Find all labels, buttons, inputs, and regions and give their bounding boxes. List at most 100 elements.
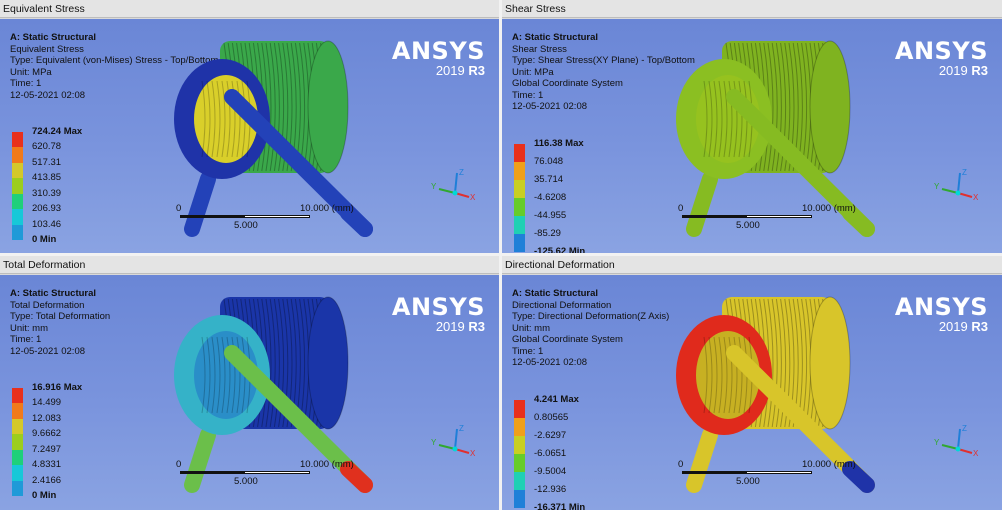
- spring-model[interactable]: [160, 19, 400, 253]
- info-line: Time: 1: [512, 345, 544, 357]
- legend-swatch: [514, 216, 525, 234]
- axis-triad-icon[interactable]: Z X Y: [429, 167, 477, 207]
- legend-swatch: [12, 418, 23, 435]
- color-legend[interactable]: 724.24 Max 620.78 517.31 413.85 310.39 206.93…: [12, 127, 102, 245]
- version-year: 2019: [435, 319, 465, 334]
- legend-swatch: [514, 162, 525, 180]
- legend-min: -125.62 Min: [534, 246, 586, 254]
- legend-max: 116.38 Max: [534, 138, 584, 149]
- scale-start: 0: [176, 203, 182, 214]
- svg-text:Z: Z: [962, 168, 967, 177]
- result-panel[interactable]: Directional Deformation A: Static Structu…: [502, 256, 1002, 510]
- legend-min: 0 Min: [32, 234, 57, 245]
- legend-swatch: [12, 209, 23, 225]
- legend-value: 206.93: [32, 203, 62, 215]
- scale-mid: 5.000: [736, 220, 760, 231]
- info-line: A: Static Structural: [10, 32, 97, 43]
- legend-swatch: [12, 147, 23, 163]
- spring-model[interactable]: [662, 275, 902, 509]
- legend-value: 103.46: [32, 218, 62, 230]
- legend-value: -44.955: [534, 210, 567, 221]
- scale-end: 10.000 (mm): [300, 459, 354, 470]
- axis-triad-icon[interactable]: Z X Y: [932, 167, 980, 207]
- scale-mid: 5.000: [234, 220, 258, 231]
- panel-title[interactable]: Total Deformation: [0, 256, 499, 274]
- scale-end: 10.000 (mm): [802, 459, 856, 470]
- legend-value: 12.083: [32, 412, 62, 424]
- color-legend[interactable]: 116.38 Max 76.048 35.714 -4.6208 -44.955 -85.…: [514, 139, 604, 254]
- spring-leg: [686, 171, 718, 237]
- legend-swatch: [514, 454, 525, 472]
- graphics-viewport[interactable]: A: Static Structural Total Deformation Typ…: [0, 275, 499, 510]
- svg-text:Y: Y: [431, 438, 437, 447]
- result-panel[interactable]: Total Deformation A: Static Structural Tot…: [0, 256, 499, 510]
- panel-title[interactable]: Directional Deformation: [502, 256, 1002, 274]
- spring-model[interactable]: [160, 275, 400, 509]
- scale-end: 10.000 (mm): [802, 203, 856, 214]
- info-line: Shear Stress: [512, 43, 567, 55]
- result-info: A: Static Structural Equivalent Stress Typ…: [10, 32, 218, 101]
- graphics-viewport[interactable]: A: Static Structural Equivalent Stress Typ…: [0, 19, 499, 253]
- result-panel[interactable]: Equivalent Stress A: Static Structural Equ…: [0, 0, 499, 253]
- info-line: Global Coordinate System: [512, 78, 623, 89]
- info-line: Unit: MPa: [10, 66, 52, 78]
- result-panel[interactable]: Shear Stress A: Static Structural Shear St…: [502, 0, 1002, 253]
- spring-leg: [184, 427, 216, 493]
- spring-model[interactable]: [662, 19, 902, 253]
- scale-start: 0: [678, 203, 684, 214]
- legend-swatch: [12, 465, 23, 481]
- scale-mid: 5.000: [234, 476, 258, 487]
- spring-leg: [686, 427, 718, 493]
- panel-title[interactable]: Equivalent Stress: [0, 0, 499, 18]
- svg-text:Z: Z: [962, 424, 967, 433]
- legend-swatch: [514, 418, 525, 436]
- legend-swatch: [12, 178, 23, 194]
- legend-max: 16.916 Max: [32, 382, 83, 393]
- info-line: Directional Deformation: [512, 299, 612, 311]
- panel-title[interactable]: Shear Stress: [502, 0, 1002, 18]
- legend-value: -2.6297: [534, 430, 567, 441]
- info-line: Global Coordinate System: [512, 334, 623, 345]
- info-line: 12-05-2021 02:08: [512, 101, 588, 112]
- legend-swatch: [514, 198, 525, 216]
- legend-value: -9.5004: [534, 466, 567, 477]
- svg-text:X: X: [470, 449, 476, 458]
- legend-swatch: [514, 436, 525, 454]
- legend-swatch: [12, 162, 23, 179]
- coil-far-end: [809, 40, 851, 174]
- brand-logo: ANSYS: [894, 37, 988, 65]
- info-line: Unit: MPa: [512, 66, 554, 78]
- rod-tip: [842, 461, 875, 493]
- rod-tip: [340, 461, 373, 493]
- axis-triad-icon[interactable]: Z X Y: [429, 423, 477, 463]
- version-release: R3: [971, 319, 988, 334]
- brand-version: 2019 R3: [392, 319, 485, 334]
- legend-value: 9.6662: [32, 428, 62, 440]
- legend-swatch: [12, 224, 23, 240]
- brand-logo: ANSYS: [391, 293, 485, 321]
- scale-line: [180, 471, 310, 474]
- scale-bar: 0 5.000 10.000 (mm): [678, 203, 880, 231]
- info-line: 12-05-2021 02:08: [10, 345, 86, 357]
- color-legend[interactable]: 4.241 Max 0.80565 -2.6297 -6.0651 -9.5004 -12…: [514, 395, 604, 510]
- scale-line: [682, 471, 812, 474]
- graphics-viewport[interactable]: A: Static Structural Shear Stress Type: Sh…: [502, 19, 1002, 253]
- svg-text:X: X: [470, 193, 476, 202]
- color-legend[interactable]: 16.916 Max 14.499 12.083 9.6662 7.2497 4.8331…: [12, 383, 102, 501]
- version-release: R3: [971, 63, 988, 78]
- info-line: Time: 1: [10, 334, 42, 345]
- version-release: R3: [468, 319, 485, 334]
- svg-text:X: X: [973, 449, 979, 458]
- result-info: A: Static Structural Directional Deformat…: [512, 288, 669, 369]
- legend-value: 7.2497: [32, 443, 62, 455]
- info-line: Type: Directional Deformation(Z Axis): [512, 311, 670, 322]
- axis-triad-icon[interactable]: Z X Y: [932, 423, 980, 463]
- legend-value: 620.78: [32, 141, 62, 153]
- legend-min: -16.371 Min: [534, 502, 586, 510]
- result-info: A: Static Structural Shear Stress Type: Sh…: [512, 32, 695, 113]
- svg-text:Y: Y: [431, 182, 437, 191]
- legend-value: 413.85: [32, 172, 62, 184]
- graphics-viewport[interactable]: A: Static Structural Directional Deformat…: [502, 275, 1002, 510]
- legend-value: 0.80565: [534, 412, 569, 423]
